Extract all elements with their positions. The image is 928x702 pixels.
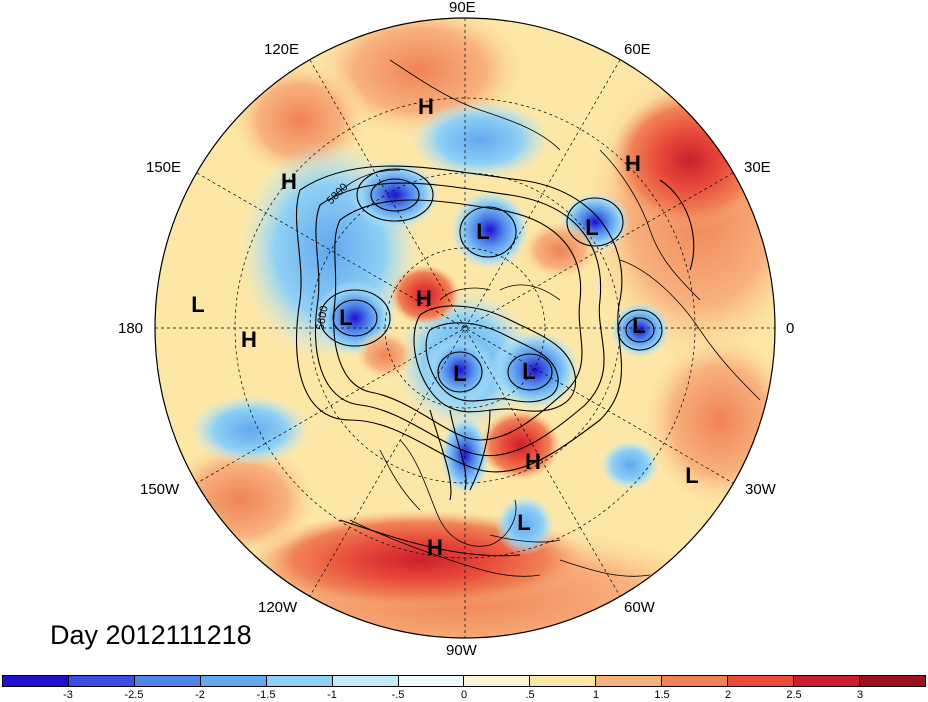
low-pressure-center: L — [585, 215, 599, 240]
colorbar-segment — [134, 676, 201, 686]
lon-label-90w: 90W — [446, 642, 477, 659]
lon-label-150e: 150E — [146, 159, 182, 176]
colorbar-tick-label: -.5 — [391, 689, 405, 701]
colorbar-tick-label: 2 — [724, 689, 732, 701]
lon-label-120e: 120E — [264, 41, 300, 58]
colorbar-segment — [794, 676, 860, 686]
low-pressure-center: L — [191, 292, 205, 317]
colorbar-segment — [728, 676, 795, 686]
graticule — [155, 18, 775, 638]
colorbar-tick-label: -2.5 — [124, 689, 144, 701]
high-pressure-center: H — [525, 449, 541, 474]
low-pressure-center: L — [632, 313, 646, 338]
colorbar-segment — [200, 676, 267, 686]
colorbar-tick-label: .5 — [525, 689, 535, 701]
colorbar-tick-label: 2.5 — [786, 689, 802, 701]
lon-label-90e: 90E — [449, 0, 476, 16]
colorbar-tick-label: 1.5 — [654, 689, 670, 701]
map-title: Day 2012111218 — [50, 620, 252, 650]
low-pressure-center: L — [453, 361, 467, 386]
colorbar-tick-label: 1 — [592, 689, 600, 701]
colorbar-segment — [3, 676, 69, 686]
lon-label-0: 0 — [786, 320, 795, 337]
colorbar-tick-label: -1.5 — [256, 689, 276, 701]
high-pressure-center: H — [416, 286, 432, 311]
colorbar-tick-label: -1 — [327, 689, 337, 701]
height-contours — [295, 165, 695, 557]
low-pressure-center: L — [339, 305, 353, 330]
lon-label-30e: 30E — [744, 159, 771, 176]
colorbar-segment — [332, 676, 399, 686]
high-pressure-center: H — [418, 94, 434, 119]
low-pressure-center: L — [685, 463, 699, 488]
colorbar-tick-label: -3 — [63, 689, 73, 701]
high-pressure-center: H — [427, 535, 443, 560]
colorbar-segment — [662, 676, 729, 686]
low-pressure-center: L — [517, 510, 531, 535]
colorbar-segment — [596, 676, 663, 686]
colorbar-segment — [398, 676, 465, 686]
colorbar-segment — [859, 676, 925, 686]
colorbar-tick-label: 3 — [856, 689, 864, 701]
colorbar — [2, 675, 926, 687]
lon-label-150w: 150W — [140, 481, 180, 498]
colorbar-tick-label: -2 — [195, 689, 205, 701]
high-pressure-center: H — [281, 169, 297, 194]
high-pressure-center: H — [625, 151, 641, 176]
colorbar-segment — [266, 676, 333, 686]
low-pressure-center: L — [476, 219, 490, 244]
lon-label-120w: 120W — [258, 599, 298, 616]
coastlines — [329, 59, 761, 577]
colorbar-segment — [530, 676, 597, 686]
lon-label-60e: 60E — [624, 41, 651, 58]
colorbar-segment — [68, 676, 135, 686]
lon-label-180: 180 — [118, 320, 144, 337]
contour-label-5600: 5600 — [315, 305, 331, 331]
colorbar-tick-label: 0 — [460, 689, 468, 701]
high-pressure-center: H — [241, 327, 257, 352]
low-pressure-center: L — [522, 359, 536, 384]
lon-label-30w: 30W — [745, 481, 776, 498]
lon-label-60w: 60W — [624, 599, 655, 616]
colorbar-segment — [464, 676, 531, 686]
